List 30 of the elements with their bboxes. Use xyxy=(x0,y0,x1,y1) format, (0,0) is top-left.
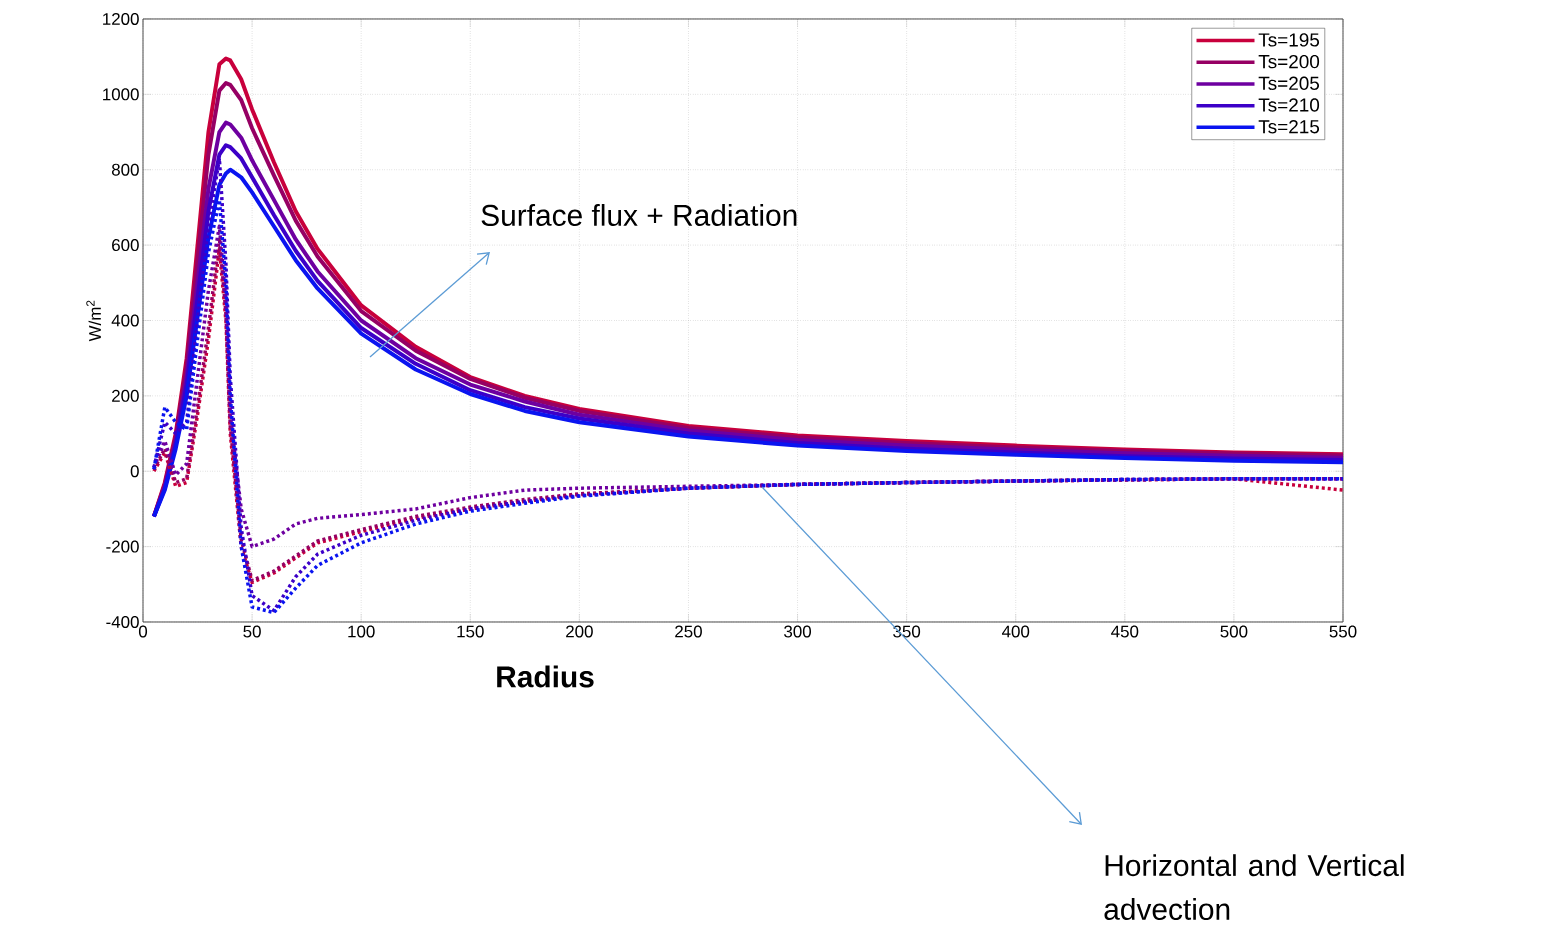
y-tick-label: 1200 xyxy=(103,12,139,25)
legend-label: Ts=195 xyxy=(1258,33,1320,47)
x-tick-label: 150 xyxy=(457,625,484,638)
text: Horizontal and Vertical advection xyxy=(1104,854,1404,920)
legend-label: Ts=210 xyxy=(1258,98,1320,112)
x-tick-label: 100 xyxy=(348,625,375,638)
y-tick-label: -400 xyxy=(106,616,139,628)
legend-label: Ts=200 xyxy=(1258,54,1320,69)
y-tick-label: 600 xyxy=(112,239,139,252)
legend-label: Ts=205 xyxy=(1258,76,1320,91)
y-tick-label: 800 xyxy=(111,163,139,176)
y-tick-label: 400 xyxy=(111,314,139,327)
x-tick-label: 350 xyxy=(893,625,921,638)
y-tick-label: -200 xyxy=(106,540,139,553)
y-tick-label: 200 xyxy=(112,389,139,402)
x-tick-label: 500 xyxy=(1220,625,1248,638)
x-tick-label: 300 xyxy=(784,625,812,638)
x-tick-label: 550 xyxy=(1329,625,1357,638)
x-tick-label: 400 xyxy=(1001,625,1030,638)
legend-label: Ts=215 xyxy=(1258,120,1320,134)
x-tick-label: 450 xyxy=(1111,625,1139,638)
x-tick-label: 0 xyxy=(138,625,148,638)
x-axis-title: Radius xyxy=(497,665,594,688)
y-tick-label: 0 xyxy=(130,465,139,478)
y-tick-label: 1000 xyxy=(103,88,139,101)
x-tick-label: 50 xyxy=(243,625,261,638)
x-tick-label: 250 xyxy=(675,625,702,638)
annotation: Surface flux + Radiation xyxy=(481,204,797,226)
y-axis-title: W/m$^{2}$ xyxy=(86,300,101,342)
x-tick-label: 200 xyxy=(566,625,593,638)
